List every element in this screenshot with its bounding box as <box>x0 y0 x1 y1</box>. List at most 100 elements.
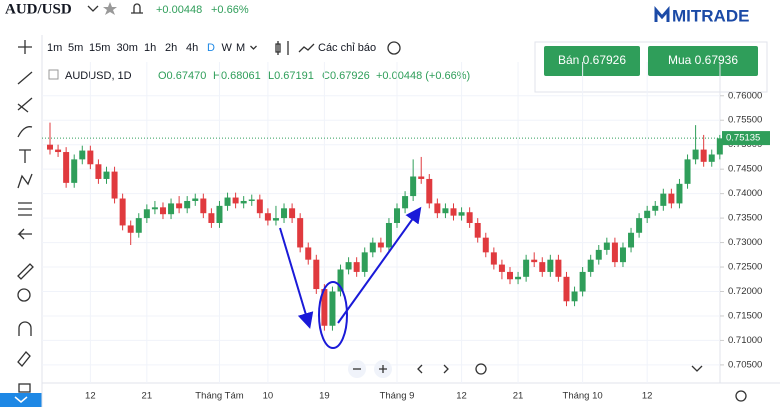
interval-dropdown[interactable] <box>250 45 257 50</box>
down-arrow <box>279 227 314 329</box>
up-arrow <box>337 206 422 324</box>
lock-tool[interactable] <box>18 383 31 393</box>
legend-toggle[interactable] <box>48 69 59 80</box>
buy-button[interactable] <box>648 46 758 76</box>
candle-body <box>385 222 392 248</box>
candle-body <box>668 193 675 204</box>
candle-body <box>563 276 570 302</box>
candle-body <box>506 271 513 280</box>
candle-body <box>636 218 643 233</box>
nav-controls <box>348 360 747 402</box>
candle-body <box>660 193 667 206</box>
x-tick-label: Tháng 10 <box>563 391 603 402</box>
y-tick-label: 0.74000 <box>728 188 762 199</box>
candle-body <box>482 237 489 253</box>
collapse-button[interactable] <box>0 393 42 407</box>
x-tick-label: 12 <box>456 391 467 402</box>
highlight-ellipse <box>318 281 348 349</box>
candle-body <box>547 259 554 272</box>
x-tick-label: 21 <box>142 391 153 402</box>
candle-body <box>394 208 401 223</box>
x-tick-label: Tháng 9 <box>380 391 415 402</box>
candle-body <box>272 218 279 221</box>
text-tool[interactable] <box>19 149 31 163</box>
candle-body <box>176 203 183 209</box>
reset[interactable] <box>475 363 487 375</box>
indicator-icon[interactable] <box>298 43 315 53</box>
interval-button[interactable]: 30m <box>117 42 138 54</box>
ruler-tool[interactable] <box>17 263 34 280</box>
magnet-tool[interactable] <box>18 321 32 336</box>
zoom-tool[interactable] <box>17 288 31 302</box>
symbol: AUD/USD <box>5 1 72 17</box>
candle-body <box>87 150 94 165</box>
star-icon[interactable] <box>103 2 117 15</box>
sell-button[interactable] <box>544 46 640 76</box>
interval-button[interactable]: 1h <box>144 42 156 54</box>
candle-body <box>644 210 651 219</box>
buy-label[interactable]: Mua 0.67936 <box>668 53 738 67</box>
candle-body <box>377 242 384 248</box>
interval-button[interactable]: W <box>222 42 233 54</box>
legend-open: O0.67470 <box>158 70 206 82</box>
brush-tool[interactable] <box>17 126 33 138</box>
candle-body <box>708 154 715 162</box>
candle-body <box>184 200 191 209</box>
y-tick-label: 0.72500 <box>728 262 762 273</box>
interval-button[interactable]: M <box>236 42 245 54</box>
candle-body <box>192 198 199 201</box>
candle-body <box>208 213 215 223</box>
logo: MITRADE <box>672 6 749 25</box>
candle-body <box>135 218 142 233</box>
last-price-badge <box>722 131 770 146</box>
last-price-label: 0.75135 <box>726 133 760 144</box>
interval-button[interactable]: 1m <box>47 42 62 54</box>
y-tick-label: 0.74500 <box>728 164 762 175</box>
candle-body <box>402 196 409 209</box>
scroll-latest[interactable] <box>691 365 703 372</box>
candle-body <box>676 183 683 204</box>
candle-body <box>111 171 118 199</box>
candle-body <box>329 291 336 326</box>
candle-body <box>410 176 417 197</box>
scroll-right[interactable] <box>443 364 449 374</box>
candle-body <box>95 164 102 179</box>
scroll-left[interactable] <box>417 364 423 374</box>
prediction-tool[interactable] <box>18 202 32 216</box>
collapse-icon[interactable] <box>14 396 28 403</box>
plot: 0.70500 0.71000 0.71500 0.72000 0.72500 0.730… <box>42 62 770 402</box>
candle-body <box>652 205 659 211</box>
interval-button[interactable]: D <box>207 42 215 54</box>
interval-button[interactable]: 5m <box>68 42 83 54</box>
x-tick-label: 12 <box>85 391 96 402</box>
y-tick-label: 0.71500 <box>728 310 762 321</box>
candle-body <box>369 242 376 253</box>
candle-body <box>305 247 312 260</box>
alert-icon[interactable] <box>131 3 143 14</box>
dropdown-icon[interactable] <box>87 5 99 12</box>
pencil-tool[interactable] <box>17 351 31 367</box>
interval-button[interactable]: 15m <box>89 42 110 54</box>
settings-icon[interactable] <box>387 41 401 55</box>
line-tool[interactable] <box>17 71 33 85</box>
axis-settings[interactable] <box>735 390 747 402</box>
candle-body <box>143 209 150 219</box>
candle-body <box>450 208 457 216</box>
crosshair-tool[interactable] <box>18 40 32 54</box>
x-tick-label: Tháng Tám <box>195 391 243 402</box>
candle-body <box>63 152 70 183</box>
sell-label[interactable]: Bán 0.67926 <box>558 53 626 67</box>
indicators-button[interactable]: Các chỉ báo <box>318 42 376 54</box>
candle-body <box>248 199 255 201</box>
fib-tool[interactable] <box>17 97 33 113</box>
back-tool[interactable] <box>17 228 32 240</box>
candle-body <box>498 264 505 272</box>
interval-button[interactable]: 4h <box>186 42 198 54</box>
interval-button[interactable]: 2h <box>165 42 177 54</box>
candle-body <box>466 212 473 223</box>
pattern-tool[interactable] <box>17 173 33 189</box>
candle-body <box>539 262 546 272</box>
candle-body <box>168 203 175 215</box>
chart-type-icon[interactable] <box>275 41 289 55</box>
